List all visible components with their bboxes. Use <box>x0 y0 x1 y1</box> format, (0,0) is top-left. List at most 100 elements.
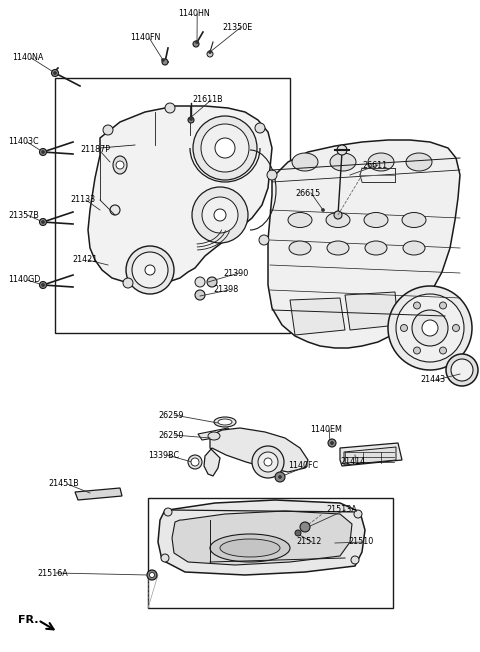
Ellipse shape <box>220 539 280 557</box>
Text: 1339BC: 1339BC <box>148 451 179 460</box>
Circle shape <box>147 570 157 580</box>
Circle shape <box>195 277 205 287</box>
Ellipse shape <box>208 432 220 440</box>
Text: 21390: 21390 <box>223 269 248 278</box>
Circle shape <box>207 277 217 287</box>
Ellipse shape <box>364 213 388 228</box>
Polygon shape <box>204 428 308 476</box>
Ellipse shape <box>210 534 290 562</box>
Circle shape <box>331 441 334 445</box>
Circle shape <box>190 117 192 121</box>
Circle shape <box>400 325 408 331</box>
Circle shape <box>188 455 202 469</box>
Circle shape <box>193 41 199 47</box>
Circle shape <box>39 218 47 226</box>
Text: 26611: 26611 <box>362 160 387 170</box>
Text: 26259: 26259 <box>158 411 183 419</box>
Circle shape <box>110 205 120 215</box>
Circle shape <box>162 59 168 65</box>
Ellipse shape <box>289 241 311 255</box>
Circle shape <box>252 446 284 478</box>
Circle shape <box>258 452 278 472</box>
Circle shape <box>300 522 310 532</box>
Ellipse shape <box>214 417 236 427</box>
Circle shape <box>440 302 446 309</box>
Circle shape <box>201 124 249 172</box>
Circle shape <box>264 458 272 466</box>
Ellipse shape <box>368 153 394 171</box>
Text: 26250: 26250 <box>158 430 183 439</box>
Circle shape <box>195 40 199 44</box>
Ellipse shape <box>113 156 127 174</box>
Circle shape <box>337 145 347 155</box>
Circle shape <box>334 211 342 219</box>
Circle shape <box>446 354 478 386</box>
Circle shape <box>132 252 168 288</box>
Circle shape <box>278 475 281 479</box>
Circle shape <box>413 302 420 309</box>
Circle shape <box>191 458 199 466</box>
Circle shape <box>328 439 336 447</box>
Circle shape <box>41 151 45 153</box>
Circle shape <box>188 117 194 123</box>
Ellipse shape <box>365 241 387 255</box>
Circle shape <box>193 116 257 180</box>
Text: 21443: 21443 <box>420 376 445 385</box>
Ellipse shape <box>292 153 318 171</box>
Circle shape <box>161 59 165 61</box>
Circle shape <box>259 235 269 245</box>
Polygon shape <box>75 488 122 500</box>
Circle shape <box>267 170 277 180</box>
Circle shape <box>145 265 155 275</box>
Ellipse shape <box>402 213 426 228</box>
Circle shape <box>39 149 47 155</box>
Text: 1140HN: 1140HN <box>178 10 210 18</box>
Text: 21510: 21510 <box>348 537 373 546</box>
Ellipse shape <box>403 241 425 255</box>
Circle shape <box>214 209 226 221</box>
Text: 21512: 21512 <box>296 537 322 546</box>
Text: 21187P: 21187P <box>80 145 110 155</box>
Circle shape <box>255 123 265 133</box>
Text: 21414: 21414 <box>340 458 365 466</box>
Text: 21398: 21398 <box>213 286 238 295</box>
Circle shape <box>275 472 285 482</box>
Polygon shape <box>344 447 396 465</box>
Circle shape <box>208 50 212 53</box>
Circle shape <box>53 72 57 74</box>
Polygon shape <box>88 106 272 284</box>
Circle shape <box>440 347 446 354</box>
Polygon shape <box>290 298 345 335</box>
Circle shape <box>123 278 133 288</box>
Circle shape <box>453 325 459 331</box>
Circle shape <box>413 347 420 354</box>
Circle shape <box>126 246 174 294</box>
Text: 1140NA: 1140NA <box>12 53 43 63</box>
Polygon shape <box>158 500 365 575</box>
Polygon shape <box>340 443 402 466</box>
Bar <box>55 78 290 333</box>
Text: 21357B: 21357B <box>8 211 39 220</box>
Ellipse shape <box>288 213 312 228</box>
Text: 21513A: 21513A <box>326 505 357 514</box>
Text: 1140FC: 1140FC <box>288 462 318 471</box>
Circle shape <box>295 530 301 536</box>
Circle shape <box>207 51 213 57</box>
Circle shape <box>39 282 47 288</box>
Circle shape <box>451 359 473 381</box>
Circle shape <box>164 508 172 516</box>
Text: 21421: 21421 <box>72 256 97 265</box>
Text: 1140GD: 1140GD <box>8 276 40 284</box>
Circle shape <box>322 209 324 211</box>
Circle shape <box>51 70 59 76</box>
Circle shape <box>103 125 113 135</box>
Ellipse shape <box>330 153 356 171</box>
Circle shape <box>396 294 464 362</box>
Text: 21350E: 21350E <box>222 23 252 31</box>
Ellipse shape <box>406 153 432 171</box>
Circle shape <box>116 161 124 169</box>
Text: 21611B: 21611B <box>192 95 223 104</box>
Circle shape <box>192 187 248 243</box>
Polygon shape <box>268 140 460 348</box>
Circle shape <box>412 310 448 346</box>
